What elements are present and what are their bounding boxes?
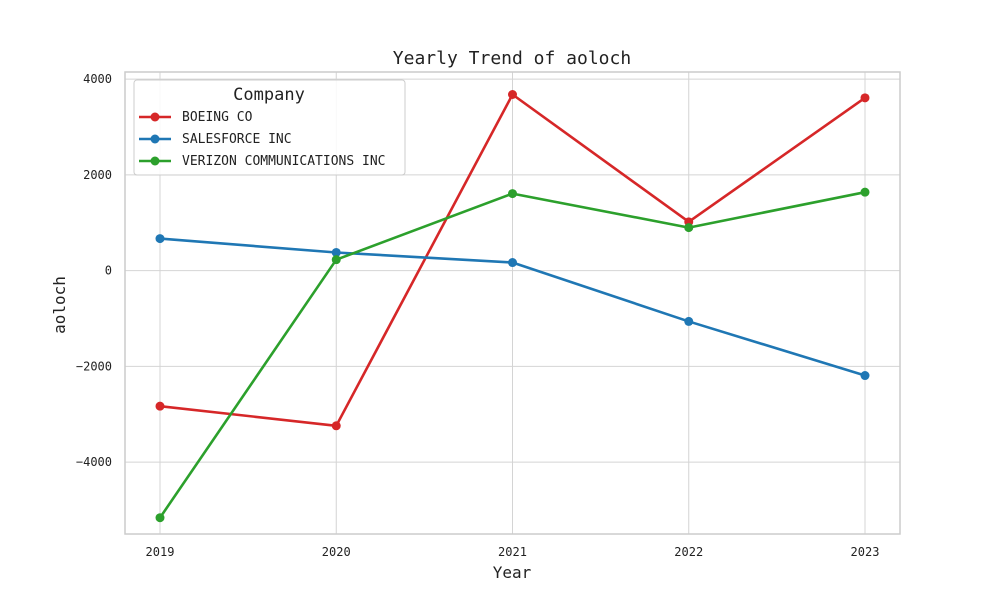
data-point [331,255,341,265]
data-point [331,247,341,257]
legend-entry: BOEING CO [139,110,253,125]
series-group [155,90,870,431]
data-point [508,258,517,268]
x-tick-label: 2022 [674,545,703,559]
x-tick-label: 2019 [146,545,175,559]
legend-title: Company [233,85,305,105]
legend-label: VERIZON COMMUNICATIONS INC [182,154,386,169]
y-tick-label: 0 [105,264,112,278]
y-tick-label: −4000 [76,455,112,469]
series-lines [155,90,870,523]
y-axis-title: aoloch [50,276,69,334]
legend: Company BOEING CO SALESFORCE INC VERIZON C… [133,79,406,176]
data-point [860,93,870,103]
data-point [860,371,870,381]
y-tick-labels: −4000 −2000 0 2000 4000 [76,72,112,469]
data-point [155,513,165,523]
legend-entry: SALESFORCE INC [139,132,292,147]
series-group [155,234,870,381]
legend-box [133,79,406,176]
data-point [155,234,165,244]
y-tick-label: 2000 [83,168,112,182]
x-tick-label: 2023 [851,545,880,559]
legend-label: BOEING CO [182,110,253,125]
data-point [860,187,870,197]
plot-frame [124,71,901,535]
data-point [508,189,517,199]
data-point [684,223,694,233]
legend-swatch-marker [150,156,160,166]
legend-entry: VERIZON COMMUNICATIONS INC [139,154,386,169]
legend-label: SALESFORCE INC [182,132,292,147]
data-point [331,421,341,431]
data-point [684,316,694,326]
x-tick-label: 2020 [322,545,351,559]
x-tick-label: 2021 [498,545,527,559]
data-point [508,90,517,100]
legend-entries: BOEING CO SALESFORCE INC VERIZON COMMUNICA… [139,110,386,169]
legend-swatch-marker [150,134,160,144]
x-tick-labels: 2019 2020 2021 2022 2023 [146,545,880,559]
chart-title: Yearly Trend of aoloch [393,48,631,69]
series-group [155,187,870,523]
x-axis-title: Year [493,563,532,582]
y-tick-label: −2000 [76,359,112,373]
legend-swatch-marker [150,112,160,122]
y-tick-label: 4000 [83,72,112,86]
data-point [155,401,165,411]
